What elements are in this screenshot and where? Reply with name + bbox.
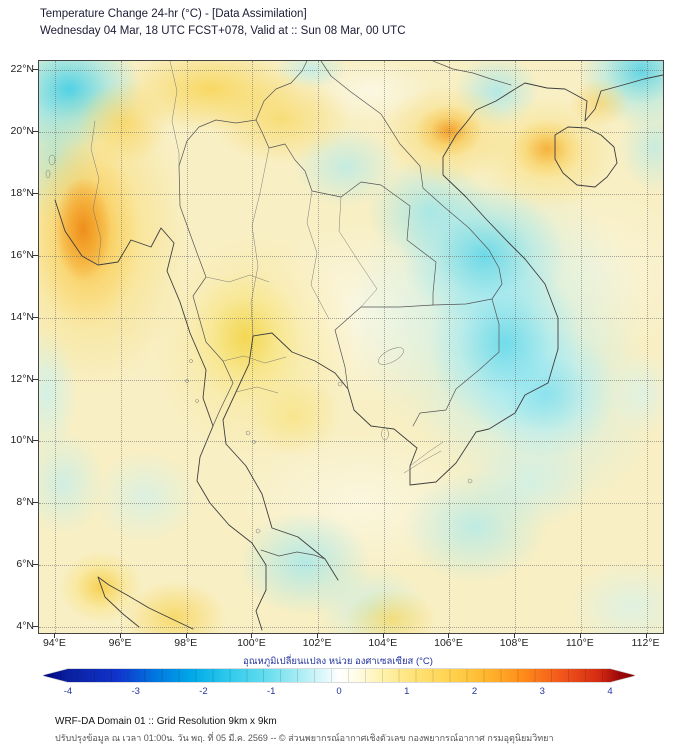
lon-axis-tick [448,633,450,638]
lat-axis-tick [33,131,38,133]
lon-tick-label: 108°E [499,637,529,649]
lon-axis-tick [514,633,516,638]
chart-subtitle: Wednesday 04 Mar, 18 UTC FCST+078, Valid… [40,25,406,37]
grid-line-horizontal [39,255,663,257]
grid-line-vertical [515,61,517,633]
colorbar-tick-label: 0 [336,686,342,697]
lat-axis-tick [33,564,38,566]
lon-tick-label: 112°E [631,637,660,649]
temperature-field [39,61,663,633]
lon-axis-tick [645,633,647,638]
lat-tick-label: 20°N [10,125,34,138]
lat-axis-tick [33,625,38,627]
grid-line-vertical [55,61,57,633]
colorbar-ticks: -4 -3 -2 -1 0 1 2 3 4 [43,686,635,698]
grid-line-vertical [646,61,648,633]
colorbar [43,669,635,682]
lon-axis-tick [579,633,581,638]
lon-axis-tick [54,633,56,638]
footer-credit: ปรับปรุงข้อมูล ณ เวลา 01:00น. วัน พฤ. ที… [55,733,554,743]
lon-tick-label: 106°E [434,637,463,649]
lon-axis-tick [251,633,253,638]
colorbar-gradient [43,669,635,682]
colorbar-tick-label: 4 [607,686,613,697]
grid-line-horizontal [39,132,663,134]
lat-tick-label: 4°N [16,619,34,632]
lon-axis-tick [185,633,187,638]
grid-lines [39,61,663,633]
lon-tick-label: 96°E [108,637,132,649]
lon-axis-tick [382,633,384,638]
grid-line-horizontal [39,626,663,628]
grid-line-vertical [186,61,188,633]
map-plot [38,60,664,634]
colorbar-tick-label: -4 [63,686,73,697]
chart-title: Temperature Change 24-hr (°C) - [Data As… [40,8,307,20]
grid-line-vertical [383,61,385,633]
footer-domain-info: WRF-DA Domain 01 :: Grid Resolution 9km … [55,716,277,727]
lat-axis-tick [33,316,38,318]
grid-line-horizontal [39,70,663,72]
lat-tick-label: 16°N [10,248,34,261]
grid-line-horizontal [39,317,663,319]
lat-axis-tick [33,192,38,194]
grid-line-horizontal [39,379,663,381]
lat-axis-tick [33,378,38,380]
colorbar-tick-label: 3 [539,686,545,697]
lon-tick-label: 110°E [565,637,594,649]
colorbar-label: อุณหภูมิเปลี่ยนแปลง หน่วย องศาเซลเซียส (… [243,656,433,667]
lat-axis-tick [33,502,38,504]
grid-line-vertical [449,61,451,633]
grid-line-vertical [580,61,582,633]
lon-axis-tick [120,633,122,638]
colorbar-tick-label: -1 [267,686,276,697]
grid-line-horizontal [39,441,663,443]
colorbar-tick-label: 1 [404,686,410,697]
lon-tick-label: 100°E [237,637,266,649]
grid-line-horizontal [39,503,663,505]
grid-line-horizontal [39,565,663,567]
lon-tick-label: 102°E [302,637,332,649]
colorbar-tick-label: -3 [131,686,140,697]
lon-axis-tick [317,633,319,638]
lat-axis-tick [33,254,38,256]
grid-line-vertical [318,61,320,633]
lat-tick-label: 10°N [10,434,34,447]
lon-tick-label: 94°E [42,637,66,649]
lat-tick-label: 22°N [10,63,34,76]
grid-line-vertical [121,61,123,633]
grid-line-horizontal [39,193,663,195]
colorbar-segments [43,669,635,682]
lon-tick-label: 104°E [368,637,398,649]
colorbar-tick-label: -2 [199,686,208,697]
lat-tick-label: 18°N [10,186,34,199]
grid-line-vertical [252,61,254,633]
lat-tick-label: 8°N [16,496,34,509]
lon-tick-label: 98°E [174,637,198,649]
lat-axis-tick [33,69,38,71]
lat-tick-label: 14°N [10,310,34,323]
country-boundaries [45,61,663,631]
lat-tick-label: 12°N [10,372,34,385]
colorbar-tick-label: 2 [471,686,478,697]
lat-tick-label: 6°N [16,558,34,571]
lat-axis-tick [33,440,38,442]
